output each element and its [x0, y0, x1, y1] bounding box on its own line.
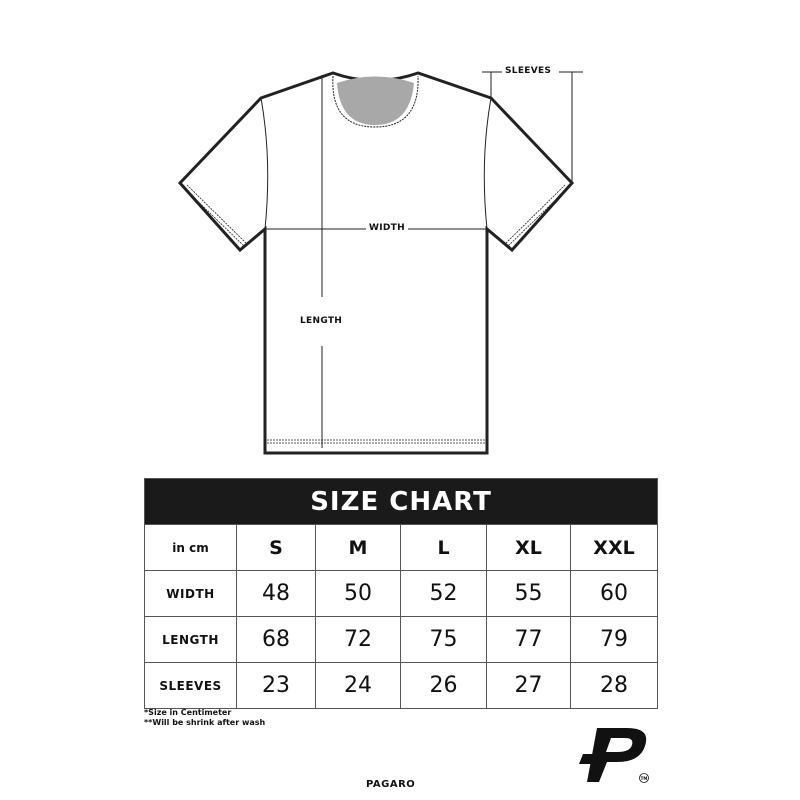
table-row: WIDTH 48 50 52 55 60 [144, 570, 658, 617]
cell: 50 [315, 570, 401, 617]
cell: 60 [570, 570, 658, 617]
unit-label: in cm [144, 524, 237, 571]
cell: 27 [486, 662, 571, 709]
cell: 26 [400, 662, 487, 709]
table-row: LENGTH 68 72 75 77 79 [144, 616, 658, 663]
neck-opening [337, 76, 414, 125]
notes: *Size in Centimeter **Will be shrink aft… [144, 708, 265, 728]
length-label: LENGTH [300, 316, 343, 326]
row-label: WIDTH [144, 570, 237, 617]
size-xxl: XXL [570, 524, 658, 571]
table-row: SLEEVES 23 24 26 27 28 [144, 662, 658, 709]
cell: 68 [236, 616, 316, 663]
cell: 48 [236, 570, 316, 617]
cell: 28 [570, 662, 658, 709]
row-label: SLEEVES [144, 662, 237, 709]
row-label: LENGTH [144, 616, 237, 663]
size-header-row: in cm S M L XL XXL [144, 524, 658, 571]
cell: 52 [400, 570, 487, 617]
tshirt-diagram [177, 71, 583, 455]
cell: 24 [315, 662, 401, 709]
trademark-mark: TM [641, 776, 648, 781]
brand-logo: TM [579, 728, 649, 783]
tshirt-outline [177, 71, 575, 455]
cell: 55 [486, 570, 571, 617]
note-size-unit: *Size in Centimeter [144, 708, 232, 717]
cell: 75 [400, 616, 487, 663]
size-xl: XL [486, 524, 571, 571]
note-shrink: **Will be shrink after wash [144, 718, 266, 727]
size-s: S [236, 524, 316, 571]
sleeves-label: SLEEVES [502, 66, 555, 76]
brand-name: PAGARO [366, 779, 416, 790]
size-chart-table: SIZE CHART in cm S M L XL XXL WIDTH 48 5… [144, 478, 658, 709]
cell: 23 [236, 662, 316, 709]
width-label: WIDTH [366, 223, 408, 233]
size-chart-title: SIZE CHART [144, 478, 658, 525]
cell: 72 [315, 616, 401, 663]
cell: 77 [486, 616, 571, 663]
size-l: L [400, 524, 487, 571]
size-m: M [315, 524, 401, 571]
cell: 79 [570, 616, 658, 663]
